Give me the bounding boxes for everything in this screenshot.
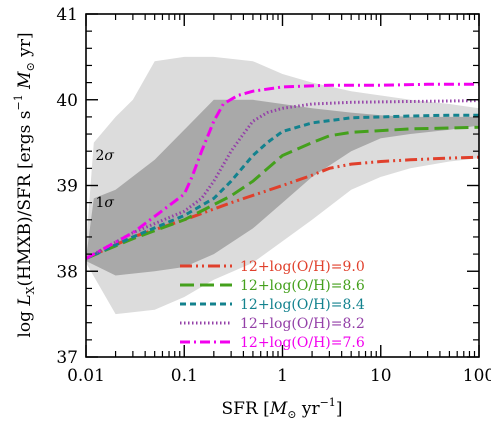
series-line-3	[86, 113, 479, 260]
x-tick-label: 0.1	[171, 366, 198, 386]
legend-label-4: 12+log(O/H)=8.2	[240, 316, 365, 332]
y-tick-label: 38	[56, 262, 78, 282]
sigma-band-1	[86, 99, 479, 276]
x-tick-label: 0.01	[67, 366, 105, 386]
series-line-2	[86, 125, 479, 260]
legend-label-5: 12+log(O/H)=7.6	[240, 335, 365, 351]
legend: 12+log(O/H)=9.0 12+log(O/H)=8.6 12+log(O/H…	[180, 259, 365, 351]
legend-label-2: 12+log(O/H)=8.6	[240, 278, 365, 294]
sigma-label-1: 1σ	[96, 195, 115, 211]
y-axis: 37 38 39 40 41	[56, 5, 479, 368]
x-axis-title: SFR [M⊙ yr−1]	[222, 396, 343, 421]
y-axis-title: log LX(HMXB)/SFR [ergs s−1 M⊙ yr]	[12, 32, 37, 337]
legend-label-1: 12+log(O/H)=9.0	[240, 259, 365, 275]
x-tick-label: 100	[463, 366, 491, 386]
y-tick-label: 37	[56, 348, 78, 368]
series-lines	[86, 82, 479, 260]
y-tick-label: 40	[56, 91, 78, 111]
series-line-1	[86, 155, 479, 260]
x-tick-label: 1	[277, 366, 288, 386]
series-line-4	[86, 99, 479, 260]
x-axis: 0.01 0.1 1 10 100	[67, 14, 491, 386]
x-tick-label: 10	[370, 366, 392, 386]
sigma-label-2: 2σ	[96, 148, 115, 164]
sigma-bands	[86, 56, 479, 315]
legend-label-3: 12+log(O/H)=8.4	[240, 297, 365, 313]
series-line-5	[86, 82, 479, 260]
y-tick-label: 39	[56, 177, 78, 197]
band-labels: 2σ 1σ	[96, 148, 115, 211]
y-tick-label: 41	[56, 5, 78, 25]
